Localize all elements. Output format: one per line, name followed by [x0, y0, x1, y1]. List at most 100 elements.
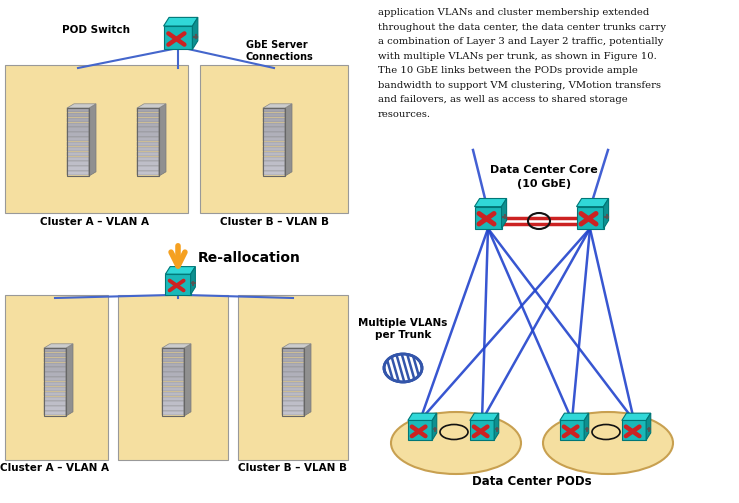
Polygon shape — [44, 411, 66, 415]
Polygon shape — [137, 132, 159, 136]
Polygon shape — [44, 382, 66, 386]
Polygon shape — [67, 142, 89, 146]
Polygon shape — [162, 411, 184, 415]
Polygon shape — [44, 353, 66, 357]
Polygon shape — [282, 401, 304, 406]
Polygon shape — [191, 267, 195, 295]
Polygon shape — [67, 132, 89, 136]
Polygon shape — [162, 382, 184, 386]
Polygon shape — [282, 382, 304, 386]
FancyBboxPatch shape — [200, 65, 348, 213]
Polygon shape — [67, 108, 89, 112]
Polygon shape — [162, 358, 184, 362]
Polygon shape — [137, 171, 159, 176]
Polygon shape — [44, 344, 73, 348]
Polygon shape — [67, 123, 89, 127]
Polygon shape — [282, 387, 304, 391]
Text: Data Center PODs: Data Center PODs — [472, 475, 592, 488]
Ellipse shape — [391, 412, 521, 474]
Polygon shape — [285, 104, 292, 176]
Ellipse shape — [384, 354, 422, 382]
Polygon shape — [282, 353, 304, 357]
Polygon shape — [576, 207, 604, 228]
Polygon shape — [44, 406, 66, 410]
Polygon shape — [67, 113, 89, 117]
Polygon shape — [44, 401, 66, 406]
Polygon shape — [162, 353, 184, 357]
Polygon shape — [44, 363, 66, 367]
Polygon shape — [263, 108, 285, 112]
Polygon shape — [44, 377, 66, 381]
Polygon shape — [432, 413, 437, 440]
Polygon shape — [166, 274, 191, 295]
Polygon shape — [137, 147, 159, 151]
Polygon shape — [282, 396, 304, 401]
Text: throughout the data center, the data center trunks carry: throughout the data center, the data cen… — [378, 23, 666, 32]
Polygon shape — [137, 142, 159, 146]
Text: Cluster A – VLAN A: Cluster A – VLAN A — [41, 217, 149, 227]
Polygon shape — [66, 344, 73, 416]
Polygon shape — [162, 396, 184, 401]
Polygon shape — [263, 142, 285, 146]
Text: Cluster A – VLAN A: Cluster A – VLAN A — [1, 463, 109, 473]
Text: GbE Server
Connections: GbE Server Connections — [246, 40, 314, 61]
Text: with multiple VLANs per trunk, as shown in Figure 10.: with multiple VLANs per trunk, as shown … — [378, 51, 657, 60]
Polygon shape — [474, 199, 507, 207]
Polygon shape — [44, 396, 66, 401]
Polygon shape — [263, 166, 285, 171]
Polygon shape — [576, 199, 609, 207]
Polygon shape — [162, 348, 184, 352]
Polygon shape — [621, 421, 646, 440]
Text: and failovers, as well as access to shared storage: and failovers, as well as access to shar… — [378, 95, 627, 104]
Polygon shape — [263, 147, 285, 151]
Polygon shape — [44, 372, 66, 377]
Polygon shape — [282, 344, 311, 348]
Polygon shape — [159, 104, 166, 176]
Polygon shape — [646, 413, 651, 440]
Polygon shape — [67, 152, 89, 156]
Polygon shape — [282, 372, 304, 377]
Text: Re-allocation: Re-allocation — [198, 251, 301, 265]
Text: (10 GbE): (10 GbE) — [517, 179, 571, 189]
Polygon shape — [137, 104, 166, 108]
Polygon shape — [282, 363, 304, 367]
Polygon shape — [89, 104, 96, 176]
Polygon shape — [282, 392, 304, 396]
Polygon shape — [184, 344, 191, 416]
Polygon shape — [163, 18, 198, 26]
Polygon shape — [263, 118, 285, 122]
Polygon shape — [44, 392, 66, 396]
Polygon shape — [408, 413, 437, 421]
Polygon shape — [137, 152, 159, 156]
Polygon shape — [162, 377, 184, 381]
Polygon shape — [162, 401, 184, 406]
Text: Cluster B – VLAN B: Cluster B – VLAN B — [239, 463, 347, 473]
Polygon shape — [137, 113, 159, 117]
Text: The 10 GbE links between the PODs provide ample: The 10 GbE links between the PODs provid… — [378, 66, 638, 75]
FancyBboxPatch shape — [238, 295, 348, 460]
Polygon shape — [162, 406, 184, 410]
Polygon shape — [44, 387, 66, 391]
Polygon shape — [263, 104, 292, 108]
Text: Multiple VLANs
per Trunk: Multiple VLANs per Trunk — [358, 318, 448, 340]
Polygon shape — [282, 411, 304, 415]
Polygon shape — [282, 348, 304, 352]
Text: application VLANs and cluster membership extended: application VLANs and cluster membership… — [378, 8, 650, 17]
Polygon shape — [502, 199, 507, 228]
Polygon shape — [621, 413, 651, 421]
Polygon shape — [137, 118, 159, 122]
Polygon shape — [163, 26, 192, 49]
Polygon shape — [162, 372, 184, 377]
Polygon shape — [67, 104, 96, 108]
Polygon shape — [474, 207, 502, 228]
Polygon shape — [470, 413, 499, 421]
Text: resources.: resources. — [378, 110, 431, 119]
Polygon shape — [162, 392, 184, 396]
Polygon shape — [67, 137, 89, 141]
Polygon shape — [263, 113, 285, 117]
Polygon shape — [137, 161, 159, 165]
Polygon shape — [263, 171, 285, 176]
Polygon shape — [604, 199, 609, 228]
Polygon shape — [282, 377, 304, 381]
Polygon shape — [67, 147, 89, 151]
